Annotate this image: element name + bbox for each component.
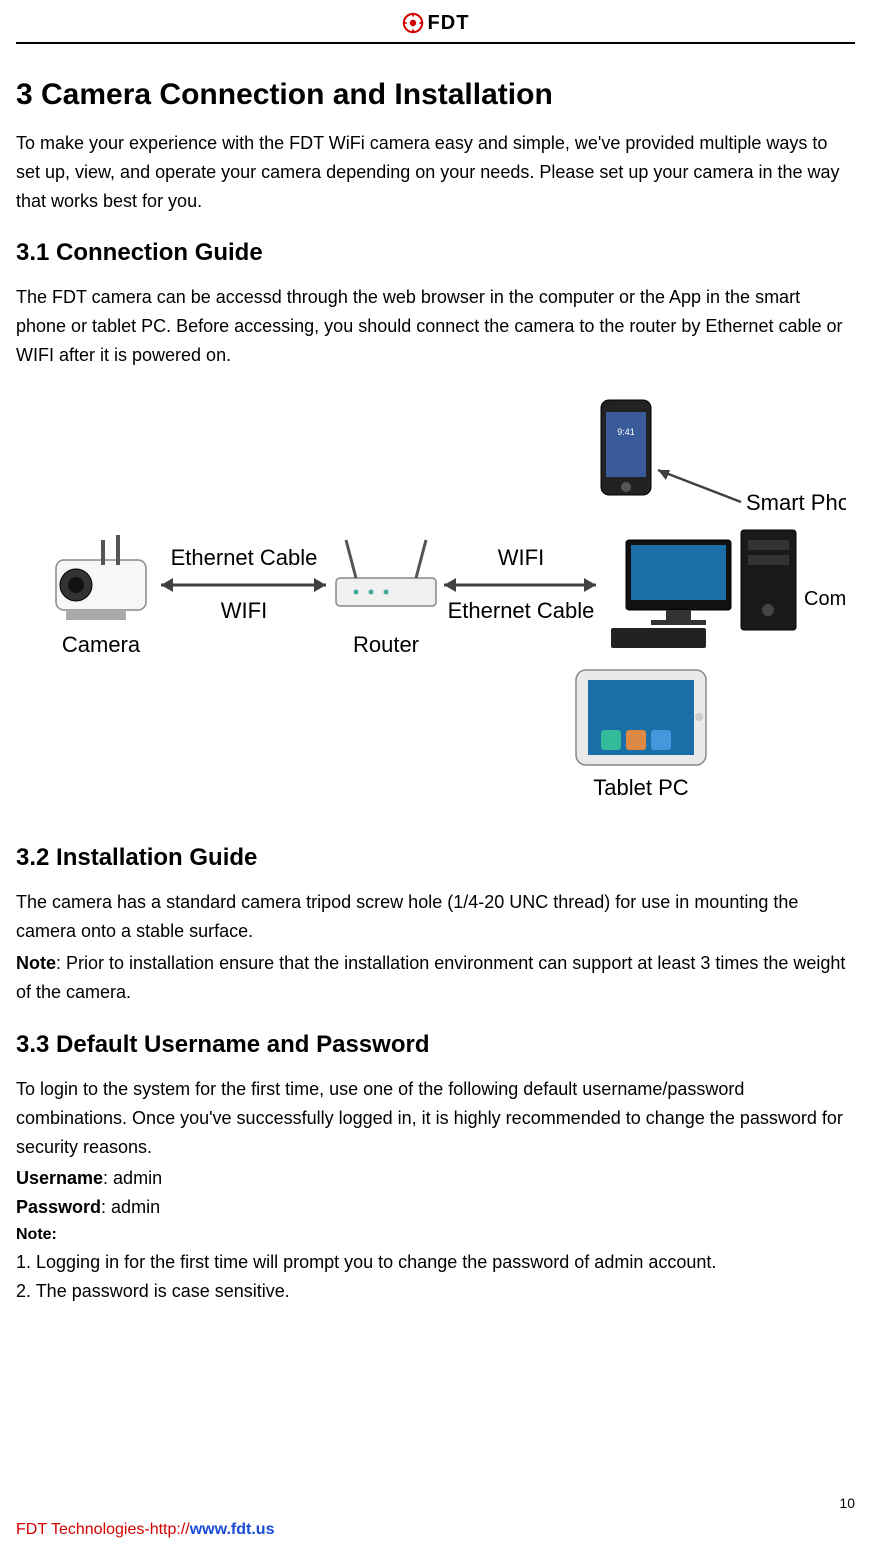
page-number: 10 (16, 1493, 855, 1514)
logo-text: FDT (428, 8, 470, 38)
sub33-title: 3.3 Default Username and Password (16, 1027, 855, 1063)
wifi-label-2: WIFI (497, 545, 543, 570)
sub32-para1: The camera has a standard camera tripod … (16, 888, 855, 946)
password-value: : admin (101, 1197, 160, 1217)
sub31-para: The FDT camera can be accessd through th… (16, 283, 855, 369)
note33-label: Note: (16, 1223, 855, 1247)
svg-text:9:41: 9:41 (617, 427, 635, 437)
logo: FDT (402, 8, 470, 38)
sub31-title: 3.1 Connection Guide (16, 235, 855, 271)
footer-url-prefix: http:// (150, 1521, 190, 1538)
section-title: 3 Camera Connection and Installation (16, 72, 855, 117)
smartphone-label: Smart Phone (746, 490, 846, 515)
wifi-label-1: WIFI (220, 598, 266, 623)
password-line: Password: admin (16, 1194, 855, 1221)
router-icon (336, 540, 436, 606)
smartphone-icon: 9:41 (601, 400, 651, 495)
sub33-para: To login to the system for the first tim… (16, 1075, 855, 1161)
page-footer: 10 FDT Technologies-http://www.fdt.us (16, 1493, 855, 1542)
computer-label: Computer (804, 588, 846, 610)
footer-text: FDT Technologies-http://www.fdt.us (16, 1518, 855, 1542)
password-label: Password (16, 1197, 101, 1217)
note-label: Note (16, 953, 56, 973)
username-line: Username: admin (16, 1165, 855, 1192)
note33-1: 1. Logging in for the first time will pr… (16, 1249, 855, 1276)
camera-icon (56, 535, 146, 620)
tablet-label: Tablet PC (593, 775, 688, 800)
arrow-router-devices (444, 578, 596, 592)
footer-url[interactable]: www.fdt.us (190, 1521, 275, 1538)
page-container: FDT 3 Camera Connection and Installation… (0, 0, 871, 1562)
note-text: : Prior to installation ensure that the … (16, 953, 845, 1002)
ethernet-label-2: Ethernet Cable (447, 598, 594, 623)
header-bar: FDT (16, 8, 855, 44)
camera-label: Camera (61, 632, 140, 657)
ethernet-label-1: Ethernet Cable (170, 545, 317, 570)
username-value: : admin (103, 1168, 162, 1188)
note33-2: 2. The password is case sensitive. (16, 1278, 855, 1305)
footer-company: FDT Technologies- (16, 1521, 150, 1538)
connection-diagram: Camera Ethernet Cable WIFI Router (16, 390, 855, 810)
router-label: Router (352, 632, 418, 657)
arrow-camera-router (161, 578, 326, 592)
sub32-title: 3.2 Installation Guide (16, 840, 855, 876)
sub32-note: Note: Prior to installation ensure that … (16, 949, 855, 1007)
section-intro: To make your experience with the FDT WiF… (16, 129, 855, 215)
fdt-logo-icon (402, 12, 424, 34)
tablet-icon (576, 670, 706, 765)
computer-icon (611, 530, 796, 648)
username-label: Username (16, 1168, 103, 1188)
